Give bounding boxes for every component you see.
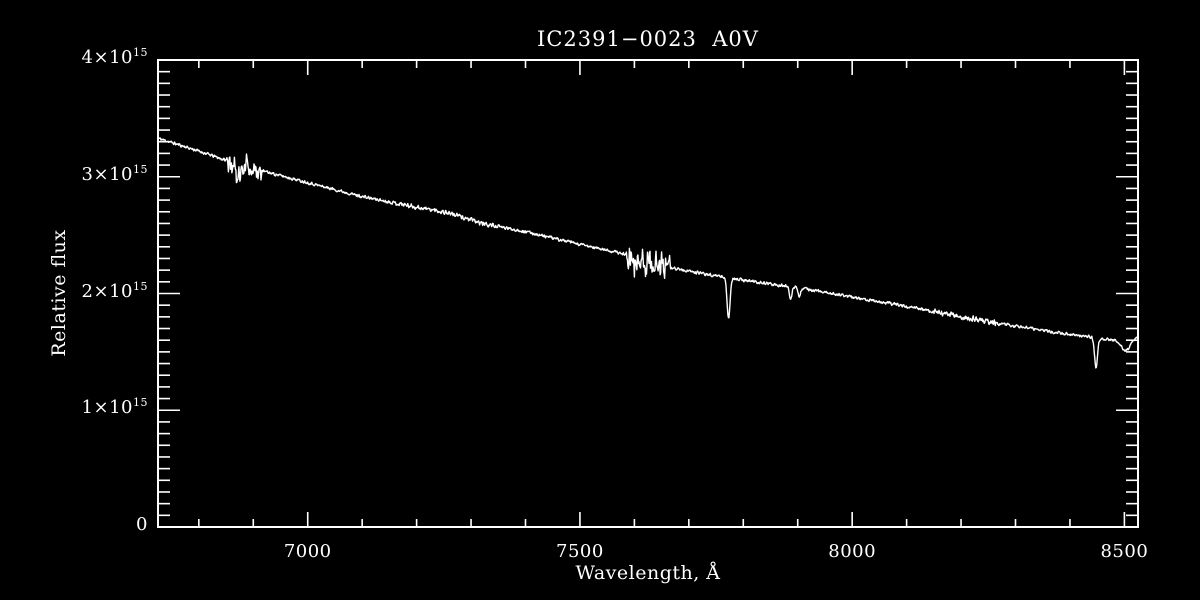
y-tick-label: 0 [136,514,148,535]
x-tick-label: 7000 [283,541,332,562]
spectrum-trace [157,137,1139,369]
y-tick-label: 4×1015 [81,46,148,68]
plot-title: IC2391−0023 A0V [537,27,759,51]
y-tick-label: 2×1015 [81,279,148,302]
x-tick-label: 7500 [556,541,604,562]
x-axis-title: Wavelength, Å [575,562,721,584]
y-tick-label: 1×1015 [81,396,148,419]
plot-frame [157,59,1139,528]
y-tick-label: 3×1015 [81,162,148,185]
x-tick-label: 8000 [828,541,877,562]
x-tick-label: 8500 [1100,541,1149,562]
